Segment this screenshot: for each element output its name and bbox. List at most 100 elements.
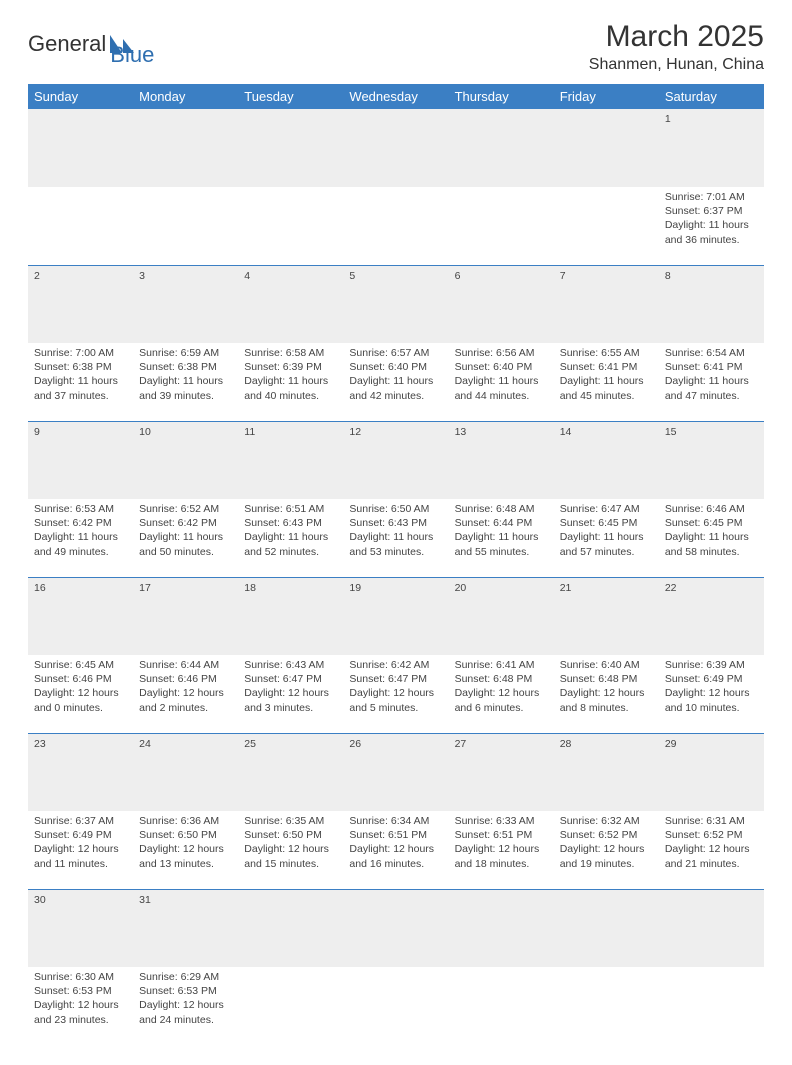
day-cell: Sunrise: 6:30 AMSunset: 6:53 PMDaylight:…: [28, 967, 133, 1045]
day-number-cell: 30: [28, 889, 133, 967]
day-cell: Sunrise: 6:51 AMSunset: 6:43 PMDaylight:…: [238, 499, 343, 577]
day-cell: [659, 967, 764, 1045]
day-number-cell: 9: [28, 421, 133, 499]
data-row: Sunrise: 6:53 AMSunset: 6:42 PMDaylight:…: [28, 499, 764, 577]
day-number-cell: 10: [133, 421, 238, 499]
day-number-cell: 3: [133, 265, 238, 343]
page-title: March 2025: [589, 20, 764, 54]
day-cell: Sunrise: 6:44 AMSunset: 6:46 PMDaylight:…: [133, 655, 238, 733]
day-cell: [343, 967, 448, 1045]
day-number-cell: 18: [238, 577, 343, 655]
day-number-cell: 8: [659, 265, 764, 343]
day-cell: [449, 967, 554, 1045]
day-number-cell: [449, 889, 554, 967]
day-cell: Sunrise: 6:43 AMSunset: 6:47 PMDaylight:…: [238, 655, 343, 733]
day-cell: Sunrise: 6:46 AMSunset: 6:45 PMDaylight:…: [659, 499, 764, 577]
day-number-cell: 31: [133, 889, 238, 967]
day-cell: [449, 187, 554, 265]
col-saturday: Saturday: [659, 84, 764, 109]
day-cell: Sunrise: 6:40 AMSunset: 6:48 PMDaylight:…: [554, 655, 659, 733]
daynum-row: 16171819202122: [28, 577, 764, 655]
day-number-cell: [238, 889, 343, 967]
day-number-cell: 6: [449, 265, 554, 343]
day-cell: Sunrise: 6:52 AMSunset: 6:42 PMDaylight:…: [133, 499, 238, 577]
day-number-cell: 5: [343, 265, 448, 343]
day-cell: [133, 187, 238, 265]
data-row: Sunrise: 6:30 AMSunset: 6:53 PMDaylight:…: [28, 967, 764, 1045]
col-thursday: Thursday: [449, 84, 554, 109]
day-number-cell: [343, 889, 448, 967]
day-cell: Sunrise: 6:39 AMSunset: 6:49 PMDaylight:…: [659, 655, 764, 733]
data-row: Sunrise: 6:37 AMSunset: 6:49 PMDaylight:…: [28, 811, 764, 889]
day-cell: Sunrise: 6:48 AMSunset: 6:44 PMDaylight:…: [449, 499, 554, 577]
day-cell: Sunrise: 6:41 AMSunset: 6:48 PMDaylight:…: [449, 655, 554, 733]
day-number-cell: [343, 109, 448, 187]
daynum-row: 9101112131415: [28, 421, 764, 499]
col-sunday: Sunday: [28, 84, 133, 109]
day-number-cell: 28: [554, 733, 659, 811]
day-number-cell: 11: [238, 421, 343, 499]
day-number-cell: 25: [238, 733, 343, 811]
day-cell: Sunrise: 6:37 AMSunset: 6:49 PMDaylight:…: [28, 811, 133, 889]
day-cell: [554, 967, 659, 1045]
day-cell: [238, 967, 343, 1045]
day-cell: Sunrise: 6:53 AMSunset: 6:42 PMDaylight:…: [28, 499, 133, 577]
title-block: March 2025 Shanmen, Hunan, China: [589, 20, 764, 74]
day-cell: Sunrise: 6:57 AMSunset: 6:40 PMDaylight:…: [343, 343, 448, 421]
data-row: Sunrise: 6:45 AMSunset: 6:46 PMDaylight:…: [28, 655, 764, 733]
daynum-row: 2345678: [28, 265, 764, 343]
day-number-cell: 20: [449, 577, 554, 655]
day-cell: Sunrise: 6:47 AMSunset: 6:45 PMDaylight:…: [554, 499, 659, 577]
day-cell: Sunrise: 6:35 AMSunset: 6:50 PMDaylight:…: [238, 811, 343, 889]
col-monday: Monday: [133, 84, 238, 109]
day-cell: Sunrise: 6:59 AMSunset: 6:38 PMDaylight:…: [133, 343, 238, 421]
day-number-cell: 24: [133, 733, 238, 811]
day-number-cell: 27: [449, 733, 554, 811]
calendar-body: 1 Sunrise: 7:01 AMSunset: 6:37 PMDayligh…: [28, 109, 764, 1045]
day-cell: [238, 187, 343, 265]
day-number-cell: 26: [343, 733, 448, 811]
day-number-cell: 21: [554, 577, 659, 655]
day-cell: Sunrise: 7:01 AMSunset: 6:37 PMDaylight:…: [659, 187, 764, 265]
daynum-row: 23242526272829: [28, 733, 764, 811]
logo-text-second: Blue: [110, 42, 154, 68]
day-number-cell: 4: [238, 265, 343, 343]
header-row: Sunday Monday Tuesday Wednesday Thursday…: [28, 84, 764, 109]
day-cell: Sunrise: 6:31 AMSunset: 6:52 PMDaylight:…: [659, 811, 764, 889]
calendar-table: Sunday Monday Tuesday Wednesday Thursday…: [28, 84, 764, 1045]
day-cell: [343, 187, 448, 265]
col-tuesday: Tuesday: [238, 84, 343, 109]
day-number-cell: 14: [554, 421, 659, 499]
day-number-cell: 15: [659, 421, 764, 499]
day-number-cell: 29: [659, 733, 764, 811]
day-number-cell: 12: [343, 421, 448, 499]
day-number-cell: 19: [343, 577, 448, 655]
day-cell: Sunrise: 6:56 AMSunset: 6:40 PMDaylight:…: [449, 343, 554, 421]
day-number-cell: [133, 109, 238, 187]
day-number-cell: [554, 889, 659, 967]
day-number-cell: [238, 109, 343, 187]
day-number-cell: 23: [28, 733, 133, 811]
day-number-cell: 1: [659, 109, 764, 187]
daynum-row: 3031: [28, 889, 764, 967]
location: Shanmen, Hunan, China: [589, 56, 764, 74]
header: General Blue March 2025 Shanmen, Hunan, …: [28, 20, 764, 74]
data-row: Sunrise: 7:00 AMSunset: 6:38 PMDaylight:…: [28, 343, 764, 421]
day-cell: Sunrise: 6:36 AMSunset: 6:50 PMDaylight:…: [133, 811, 238, 889]
day-cell: Sunrise: 7:00 AMSunset: 6:38 PMDaylight:…: [28, 343, 133, 421]
day-number-cell: 16: [28, 577, 133, 655]
day-cell: [554, 187, 659, 265]
col-friday: Friday: [554, 84, 659, 109]
daynum-row: 1: [28, 109, 764, 187]
logo-text-first: General: [28, 31, 106, 57]
col-wednesday: Wednesday: [343, 84, 448, 109]
day-number-cell: 2: [28, 265, 133, 343]
day-number-cell: 22: [659, 577, 764, 655]
day-number-cell: [554, 109, 659, 187]
day-number-cell: 13: [449, 421, 554, 499]
day-number-cell: 17: [133, 577, 238, 655]
day-cell: Sunrise: 6:50 AMSunset: 6:43 PMDaylight:…: [343, 499, 448, 577]
day-cell: Sunrise: 6:29 AMSunset: 6:53 PMDaylight:…: [133, 967, 238, 1045]
day-number-cell: [28, 109, 133, 187]
day-number-cell: 7: [554, 265, 659, 343]
